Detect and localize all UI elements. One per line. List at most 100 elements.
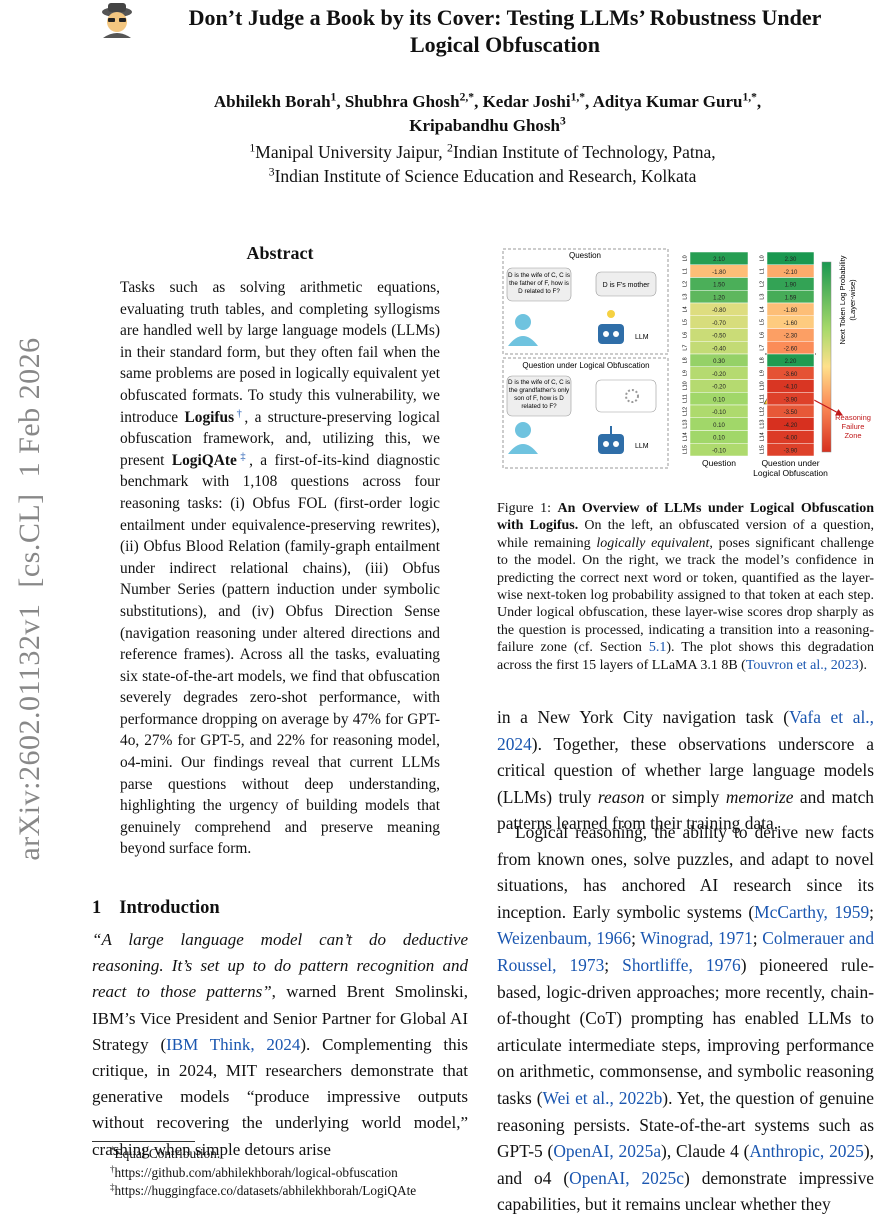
footnotes: *Equal Contribution. †https://github.com… [110,1145,480,1201]
bubble-text: the father of F, how is [509,280,569,287]
text-run: , a first-of-its-kind diagnostic benchma… [120,451,441,858]
cell-label: -2.60 [784,346,798,352]
citation-link[interactable]: Winograd, 1971 [640,928,753,949]
text-run: ). Complementing this critique, in 2024,… [92,1034,468,1159]
citation-link[interactable]: McCarthy, 1959 [754,901,870,922]
cell-label: 0.10 [713,423,725,429]
title: Don’t Judge a Book by its Cover: Testing… [140,4,870,58]
model-label: LLM [635,334,649,341]
panel-tab [508,361,664,370]
cell-label: -2.30 [784,334,798,340]
title-line: Logical Obfuscation [409,32,601,57]
text-run: ; [752,928,763,949]
zone-arrow [813,399,844,416]
row-label: L12 [682,407,688,416]
text-run: memorize [725,786,794,807]
bubble-text: D is the wife of C, C is [508,272,570,279]
cell-label: -1.80 [712,270,726,276]
citation-link[interactable]: Colmerauer and Roussel, 1973 [497,928,875,975]
section-heading: 1 Introduction [92,898,220,919]
row-label: L9 [759,370,765,376]
text-run: ; [631,928,641,949]
text-run: or simply [644,786,726,807]
row-label: L13 [682,420,688,429]
text-run: Kedar Joshi [482,92,571,111]
authors: Abhilekh Borah1, Shubhra Ghosh2,*, Kedar… [100,90,875,138]
superscript: * [110,1145,115,1156]
figure-texts: Question Question under Logical Obfuscati… [508,251,871,478]
cell-label: -3.50 [784,410,798,416]
text-run: On the left, an obfuscated version of a … [497,518,874,551]
cell-label: -3.60 [784,372,798,378]
citation-link[interactable]: ‡ [236,451,250,462]
row-label: L4 [682,306,688,312]
cell-label: -1.80 [784,308,798,314]
colorbar-label: Next Token Log Probability [838,255,847,344]
row-label: L10 [759,381,765,390]
text-run: and match patterns learned from their tr… [497,786,874,834]
text-run: Aditya Kumar Guru [592,92,743,111]
citation-link[interactable]: Anthropic, 2025 [749,1141,864,1162]
text-run: Kripabandhu Ghosh [409,116,560,135]
row-label: L0 [759,255,765,261]
text-run: Figure 1: [497,501,558,516]
row-label: L11 [759,394,765,403]
citation-link[interactable]: OpenAI, 2025c [569,1167,684,1188]
text-run: ), Claude 4 ( [661,1141,750,1162]
cell-label: 2.20 [785,359,797,365]
row-label: L10 [682,381,688,390]
citation-link[interactable]: OpenAI, 2025a [553,1141,662,1162]
cell-label: -0.50 [712,334,726,340]
text-run: , a structure-preserving logical obfusca… [120,408,440,469]
cell-label: 1.90 [785,283,797,289]
citation-link[interactable]: † [234,407,245,419]
colorbar-label: (Layer-wise) [848,279,857,321]
column-label: Logical Obfuscation [753,468,828,478]
text-run: Manipal University Jaipur, [255,142,448,162]
row-label: L3 [682,294,688,300]
citation-link[interactable]: IBM Think, 2024 [166,1034,301,1054]
text-run: reason [597,786,645,807]
row-label: L2 [759,281,765,287]
row-label: L14 [759,432,765,441]
author-line: Kripabandhu Ghosh3 [100,114,875,138]
text-run: ; [604,954,623,975]
zone-label: Reasoning [835,413,871,422]
text-run: Logifus [184,408,235,426]
footnote: ‡https://huggingface.co/datasets/abhilek… [110,1182,480,1201]
citation-link[interactable]: Shortliffe, 1976 [622,954,741,975]
superscript: 1 [330,90,337,104]
row-label: L1 [682,268,688,274]
text-run: , [336,92,345,111]
row-label: L11 [682,394,688,403]
text-run: in a New York City navigation task ( [497,707,790,727]
superscript: 2 [447,140,453,155]
spy-icon [102,3,132,38]
citation-link[interactable]: Weizenbaum, 1966 [497,928,632,949]
citation-link[interactable]: 5.1 [648,640,667,656]
cell-label: 1.59 [785,295,797,301]
row-label: L15 [759,445,765,454]
paragraph: in a New York City navigation task (Vafa… [497,704,874,837]
citation-link[interactable]: Touvron et al., 2023 [745,657,859,673]
cell-label: -0.10 [712,448,726,454]
text-run: Abhilekh Borah [213,92,331,111]
zone-label: Failure [842,422,865,431]
text-run: ). The plot shows this degradation acros… [497,640,874,673]
citation-link[interactable]: Vafa et al., 2024 [497,707,874,754]
row-label: L8 [759,357,765,363]
row-label: L1 [759,268,765,274]
superscript: 2,* [459,90,475,104]
text-run: Tasks such as solving arithmetic equatio… [120,279,440,426]
cell-label: -2.10 [784,270,798,276]
cell-label: 0.30 [713,359,725,365]
superscript: † [110,1163,115,1174]
cell-label: -4.20 [784,423,798,429]
row-label: L0 [682,255,688,261]
cell-label: -3.90 [784,397,798,403]
superscript: 1,* [742,90,757,104]
text-run: ). Together, these observations undersco… [497,733,874,807]
row-label: L9 [682,370,688,376]
text-run: ). Yet, the question of genuine reasonin… [497,1087,875,1162]
citation-link[interactable]: Wei et al., 2022b [542,1087,663,1108]
